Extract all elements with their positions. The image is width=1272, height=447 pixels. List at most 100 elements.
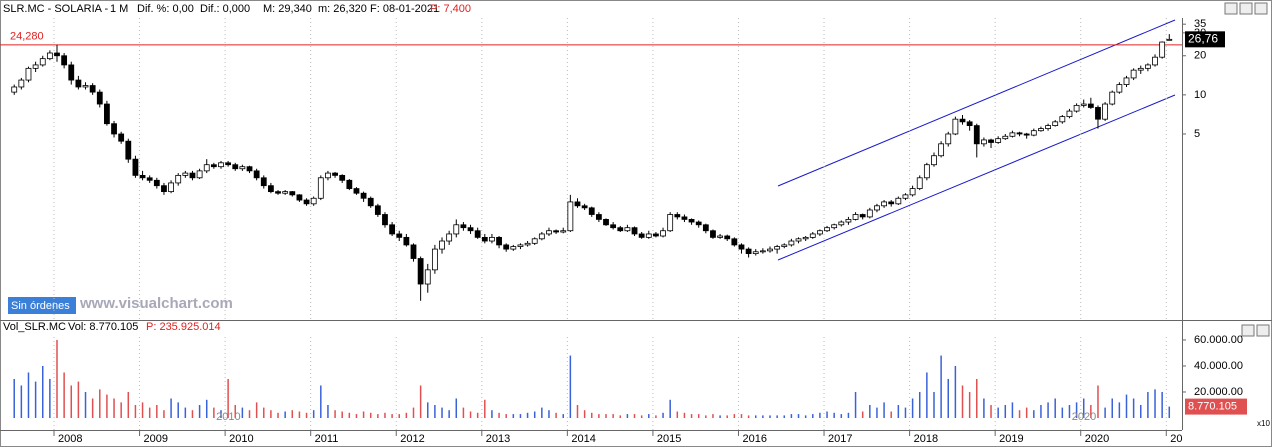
volume-bar xyxy=(391,414,393,418)
candle-body xyxy=(153,179,160,187)
volume-bar xyxy=(505,414,507,418)
candle-body xyxy=(1130,69,1137,79)
volume-bar xyxy=(1147,391,1149,418)
volume-bar xyxy=(163,410,165,418)
candle-body xyxy=(1002,135,1009,140)
candle-body xyxy=(25,67,32,81)
candle-body xyxy=(731,238,738,246)
volume-bar xyxy=(683,412,686,418)
volume-bar xyxy=(77,381,80,418)
volume-bar xyxy=(1104,407,1106,418)
candle-body xyxy=(546,230,552,235)
candle-body xyxy=(995,138,1002,143)
candle-body xyxy=(645,233,652,238)
volume-bar xyxy=(612,414,614,418)
last-value-label: 8.770.105 xyxy=(1188,400,1237,412)
volume-bar xyxy=(712,414,714,418)
volume-bar xyxy=(854,391,857,418)
volume-bar xyxy=(1061,407,1064,418)
volume-bar xyxy=(676,411,679,418)
candle-body xyxy=(168,182,174,193)
volume-bar xyxy=(41,365,44,418)
candle-body xyxy=(232,164,239,170)
candle-body xyxy=(296,194,303,201)
volume-bar xyxy=(20,385,23,418)
candle-body xyxy=(574,201,581,207)
minimize-button[interactable] xyxy=(1224,2,1238,15)
volume-year-mark: 2010 xyxy=(216,411,240,423)
candle-body xyxy=(325,172,331,179)
candle-body xyxy=(560,230,567,233)
candle-body xyxy=(439,240,445,250)
volume-bar xyxy=(63,372,65,418)
candle-body xyxy=(246,166,253,172)
candle-body xyxy=(1038,128,1044,132)
candle-body xyxy=(966,121,973,127)
volume-bar xyxy=(234,404,236,418)
orders-button[interactable] xyxy=(8,297,76,314)
volume-bar xyxy=(876,407,878,418)
volume-bar xyxy=(968,391,971,418)
candle-body xyxy=(332,172,338,176)
volume-bar xyxy=(883,402,885,418)
candle-body xyxy=(96,91,103,105)
maximize-button[interactable] xyxy=(1239,2,1253,15)
maximize-button[interactable] xyxy=(1241,324,1255,337)
volume-bar xyxy=(398,414,400,418)
field: F: 08-01-2021 xyxy=(370,3,439,15)
candle-body xyxy=(54,52,60,57)
candle-body xyxy=(46,52,53,60)
candle-body xyxy=(988,139,994,143)
candle-body xyxy=(1123,77,1130,85)
x-tick-label: 2011 xyxy=(315,433,339,445)
volume-bar xyxy=(419,385,422,418)
window-buttons[interactable] xyxy=(1224,2,1270,337)
x-tick-label: 2009 xyxy=(144,433,168,445)
last-value-box xyxy=(1185,398,1247,415)
candle-body xyxy=(360,192,367,199)
close-button[interactable] xyxy=(1254,2,1268,15)
candle-body xyxy=(667,214,674,232)
candle-body xyxy=(1080,103,1087,106)
candle-body xyxy=(417,258,424,285)
candle-body xyxy=(681,216,688,220)
x-tick-label: 2017 xyxy=(828,433,852,445)
candle-body xyxy=(638,233,645,238)
volume-bar xyxy=(484,399,486,418)
volume-bar xyxy=(555,412,557,418)
candle-body xyxy=(403,236,410,246)
volume-bar xyxy=(1125,394,1128,418)
volume-bar xyxy=(1004,404,1007,418)
candle-body xyxy=(973,125,980,145)
candle-body xyxy=(809,233,816,238)
volume-bar xyxy=(277,412,279,418)
volume-bar xyxy=(1140,404,1142,418)
volume-bar xyxy=(284,411,286,418)
volume-bar xyxy=(1047,402,1049,418)
volume-bar xyxy=(412,407,415,418)
volume-bar xyxy=(826,411,828,418)
candle-body xyxy=(831,224,838,229)
candle-body xyxy=(310,197,317,205)
volume-bar xyxy=(726,415,728,418)
candle-body xyxy=(139,174,146,179)
volume-bar xyxy=(1033,410,1035,418)
volume-bar xyxy=(291,410,294,418)
candle-body xyxy=(346,179,353,189)
volume-bar xyxy=(519,414,522,418)
volume-bar xyxy=(747,415,750,418)
candle-body xyxy=(1030,130,1037,136)
volume-bar xyxy=(476,412,479,418)
candle-body xyxy=(603,219,609,226)
candle-body xyxy=(189,172,196,179)
alert: P: 7,400 xyxy=(430,3,471,15)
y-tick-label: 10 xyxy=(1194,89,1206,101)
candle-body xyxy=(817,230,823,235)
candle-body xyxy=(674,214,681,218)
volume-bar xyxy=(819,412,821,418)
candle-body xyxy=(738,244,745,250)
volume-bar xyxy=(983,398,985,418)
close-button[interactable] xyxy=(1256,324,1270,337)
volume-bar xyxy=(1011,402,1014,418)
candle-body xyxy=(781,244,788,247)
